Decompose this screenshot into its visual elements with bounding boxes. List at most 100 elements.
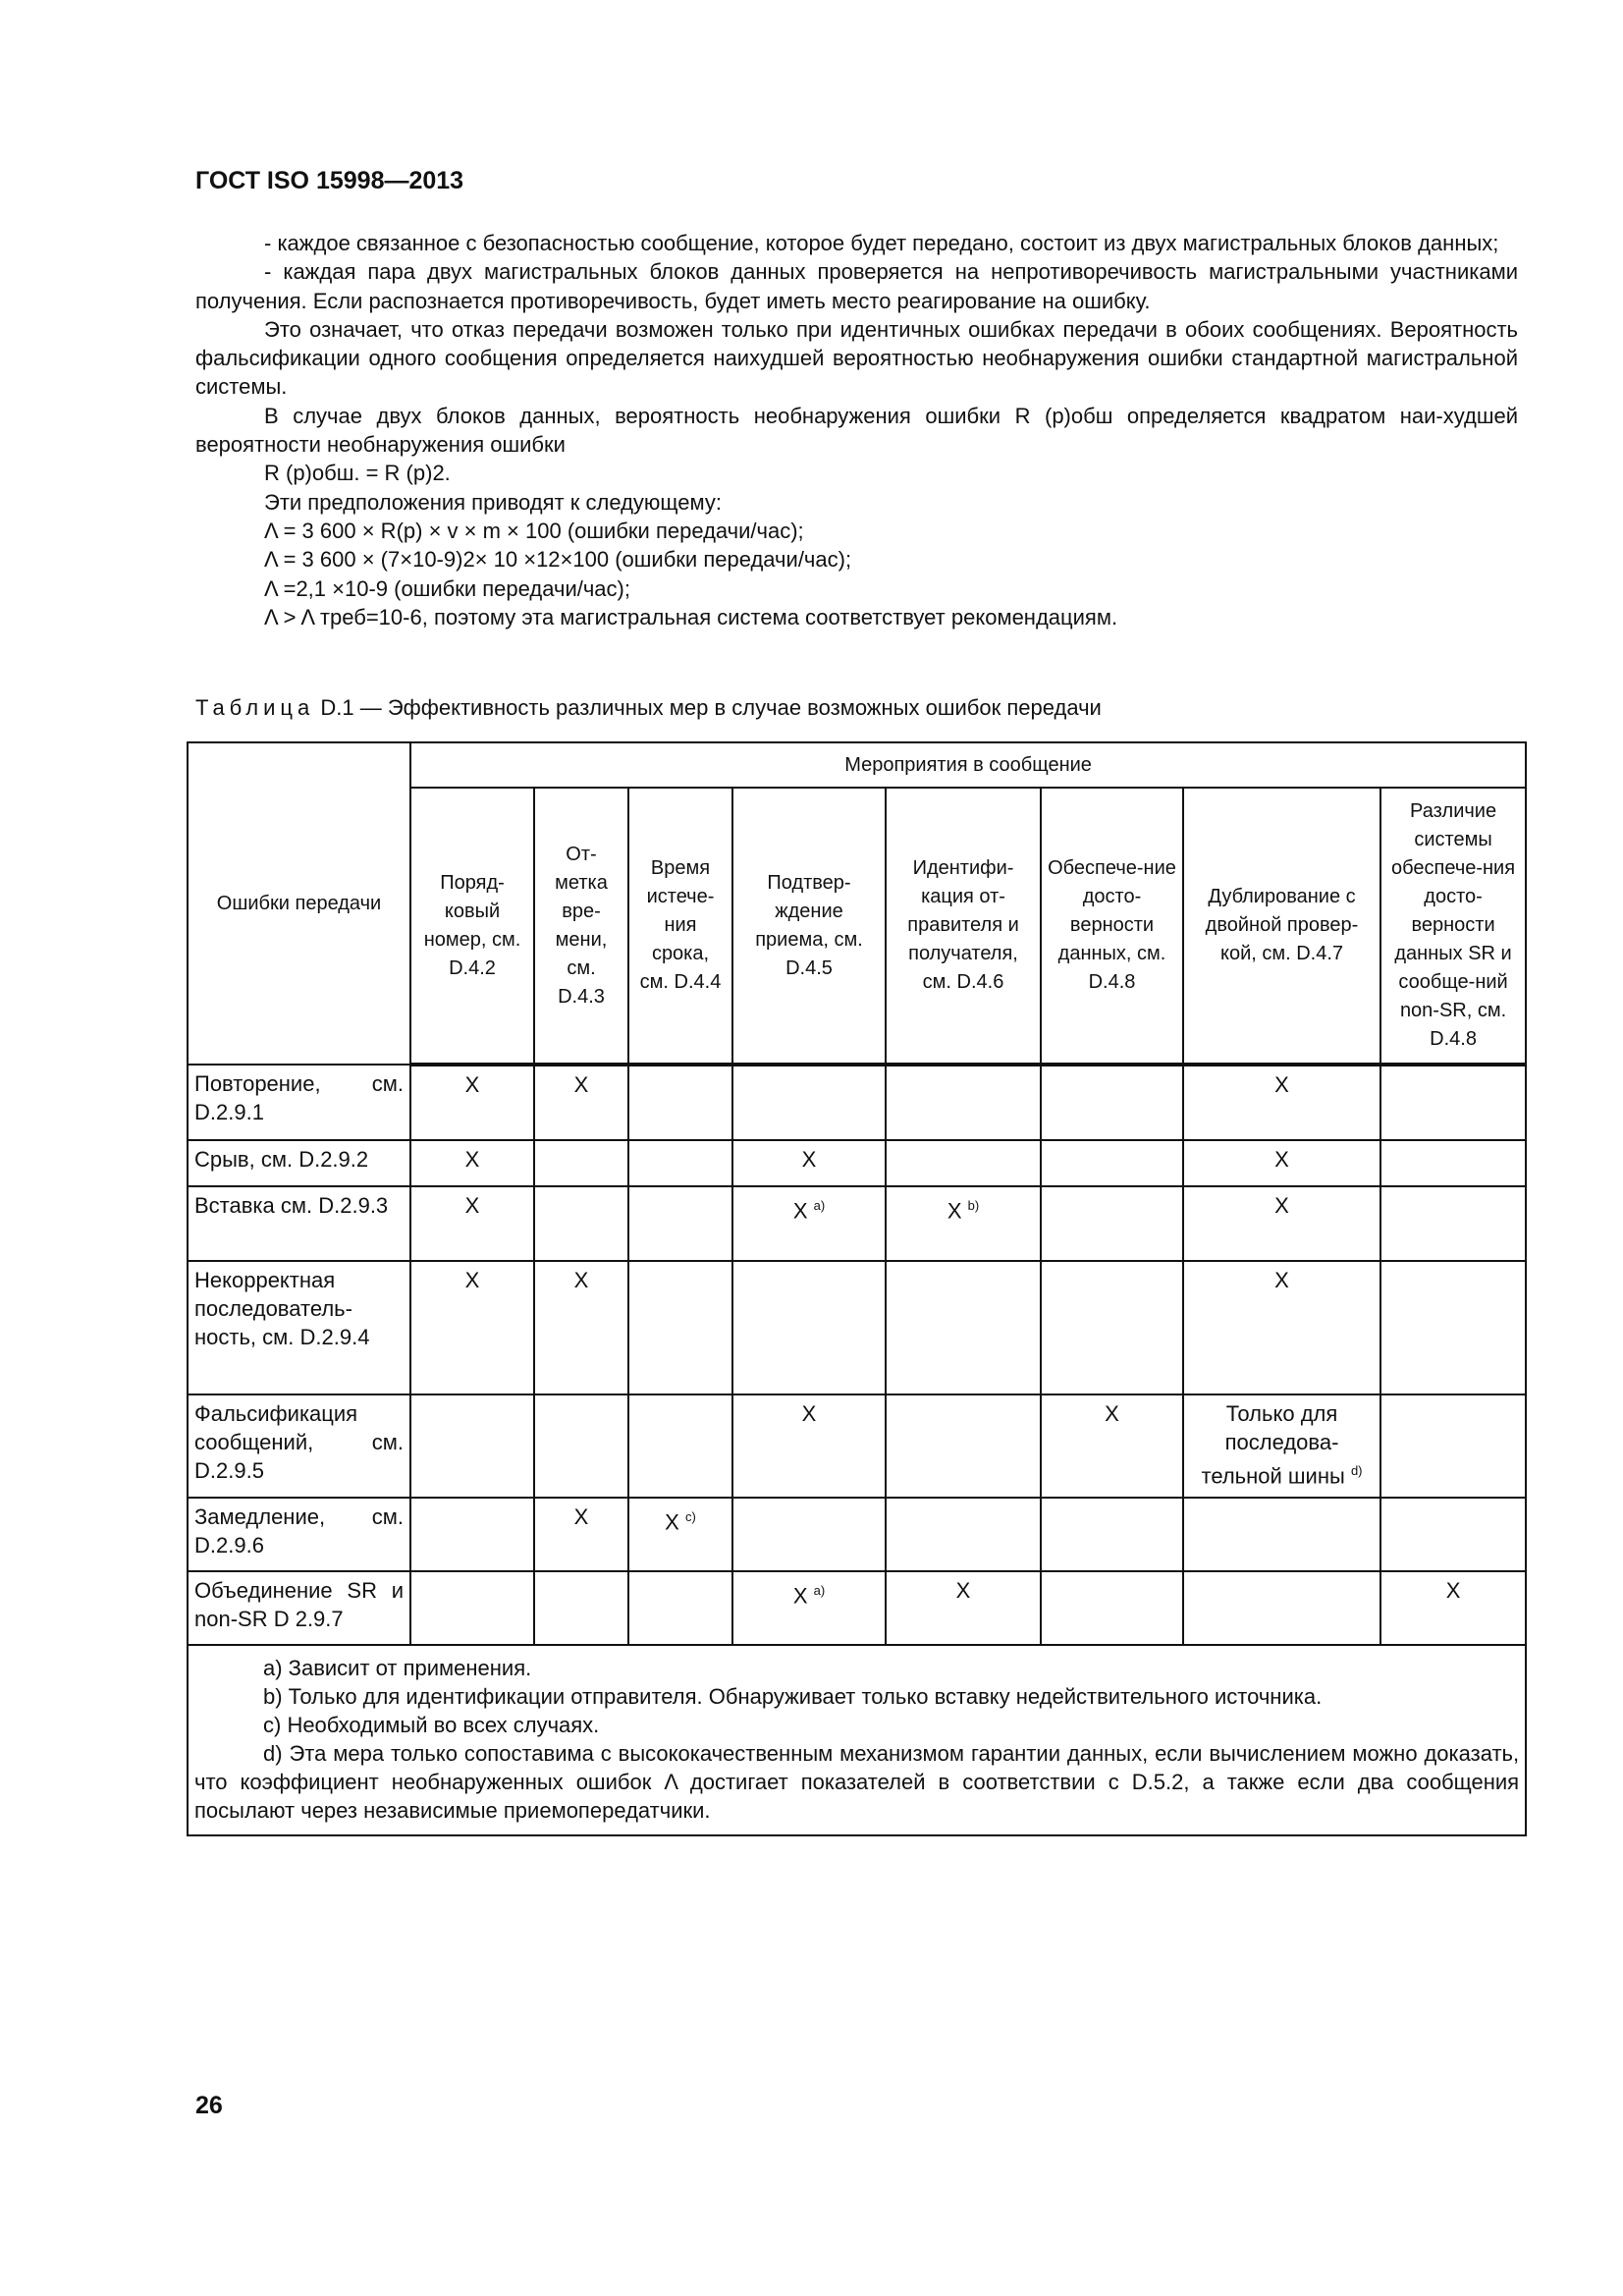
group-header: Мероприятия в сообщение [408,741,1528,789]
table-notes-row: а) Зависит от применения. b) Только для и… [186,1644,1528,1836]
paragraph: - каждая пара двух магистральных блоков … [195,259,1518,313]
table-cell [627,1570,733,1646]
table-cell: X [409,1185,535,1262]
cell-value: X [464,1147,480,1172]
table-cell [1040,1497,1184,1572]
table-cell [627,1185,733,1262]
table-note: c) Необходимый во всех случаях. [263,1713,600,1737]
table-row: Срыв, см. D.2.9.2 X X X [187,1139,1528,1187]
paragraph: R (р)обш. = R (р)2. [264,461,451,486]
table-cell: X [533,1260,629,1395]
row-label: Фальсификация сообщений, см. D.2.9.5 [187,1394,411,1499]
table-cell: X b) [885,1185,1042,1262]
cell-value: X [955,1578,971,1603]
document-header: ГОСТ ISO 15998—2013 [195,167,464,194]
table-cell: X [533,1497,629,1572]
table-cell [885,1497,1042,1572]
body-text: - каждое связанное с безопасностью сообщ… [195,229,1518,631]
table-note: d) Эта мера только сопоставима с высокок… [194,1741,1520,1823]
paragraph: В случае двух блоков данных, вероятность… [195,403,1518,458]
table-cell [1379,1394,1528,1499]
column-header: Дублирование с двойной провер-кой, см. D… [1182,787,1381,1066]
table-row: Некорректная последователь-ность, см. D.… [187,1260,1528,1395]
table-cell [409,1394,535,1499]
table-cell [627,1260,733,1395]
cell-value: X [1274,1268,1289,1292]
row-label: Срыв, см. D.2.9.2 [187,1139,411,1187]
table-cell: X [1040,1394,1184,1499]
table-cell [533,1139,629,1187]
errors-measures-table: Ошибки передачи Мероприятия в сообщение … [186,741,1528,1836]
table-cell: X [409,1139,535,1187]
table-cell: Только для последова-тельной шины d) [1182,1394,1381,1499]
table-cell: X [409,1064,535,1141]
cell-value: X [792,1583,808,1609]
cell-value: X [464,1072,480,1097]
footnote-ref: b) [967,1198,980,1213]
table-cell [409,1497,535,1572]
table-row: Объединение SR и non-SR D 2.9.7 X a) X X [187,1570,1528,1646]
table-row: Замедление, см. D.2.9.6 X X c) [187,1497,1528,1572]
table-cell [627,1064,733,1141]
table-cell [1182,1497,1381,1572]
table-cell [409,1570,535,1646]
paragraph: Λ = 3 600 × R(р) × v × m × 100 (ошибки п… [264,518,804,543]
table-note: b) Только для идентификации отправителя.… [263,1684,1323,1709]
row-label: Повторение, см. D.2.9.1 [187,1064,411,1141]
table-cell [1040,1570,1184,1646]
table-cell [533,1394,629,1499]
table-cell [627,1139,733,1187]
table-cell [1379,1139,1528,1187]
column-header: От-метка вре-мени, см. D.4.3 [533,787,629,1066]
table-cell [1040,1139,1184,1187]
paragraph: Λ = 3 600 × (7×10-9)2× 10 ×12×100 (ошибк… [264,547,852,573]
table-cell [533,1570,629,1646]
table-cell [533,1185,629,1262]
table-caption: Таблица D.1 — Эффективность различных ме… [195,695,1102,721]
table-cell [885,1260,1042,1395]
table-cell: X [1182,1139,1381,1187]
row-label: Замедление, см. D.2.9.6 [187,1497,411,1572]
paragraph: - каждое связанное с безопасностью сообщ… [264,231,1499,255]
paragraph: Это означает, что отказ передачи возможе… [195,316,1518,400]
table-cell: X [731,1139,887,1187]
table-row: Вставка см. D.2.9.3 X X a) X b) X [187,1185,1528,1262]
cell-value: X [1274,1193,1289,1218]
cell-value: Только для последова-тельной шины [1201,1401,1345,1489]
table-cell [1379,1185,1528,1262]
cell-value: X [573,1504,589,1529]
table-cell: X [1182,1185,1381,1262]
table-cell: X [1182,1064,1381,1141]
row-label: Вставка см. D.2.9.3 [187,1185,411,1262]
table-cell [1040,1064,1184,1141]
table-note: а) Зависит от применения. [263,1656,532,1680]
table-cell [885,1139,1042,1187]
table-cell [885,1064,1042,1141]
table-cell [1379,1497,1528,1572]
cell-value: X [1105,1401,1119,1426]
table-cell: X [1182,1260,1381,1395]
table-cell: X a) [731,1570,887,1646]
cell-value: X [665,1509,679,1535]
column-header: Обеспече-ние досто-верности данных, см. … [1040,787,1184,1066]
table-row: Повторение, см. D.2.9.1 X X X [187,1064,1528,1141]
table-caption-label: Таблица [195,695,315,720]
column-header: Различие системы обеспече-ния досто-верн… [1379,787,1528,1066]
table-cell [885,1394,1042,1499]
footnote-ref: a) [813,1583,826,1598]
cell-value: X [801,1401,817,1426]
table-cell [1379,1260,1528,1395]
table-cell: X [885,1570,1042,1646]
cell-value: X [1274,1147,1289,1172]
column-header: Поряд-ковый номер, см. D.4.2 [409,787,535,1066]
cell-value: X [1445,1578,1461,1603]
column-header: Подтвер-ждение приема, см. D.4.5 [731,787,887,1066]
table-cell [731,1260,887,1395]
cell-value: X [947,1198,962,1224]
row-label: Объединение SR и non-SR D 2.9.7 [187,1570,411,1646]
table-cell: X c) [627,1497,733,1572]
row-header: Ошибки передачи [187,741,411,1066]
table-cell [731,1064,887,1141]
cell-value: X [464,1193,480,1218]
paragraph: Λ > Λ треб=10-6, поэтому эта магистральн… [264,604,1118,629]
